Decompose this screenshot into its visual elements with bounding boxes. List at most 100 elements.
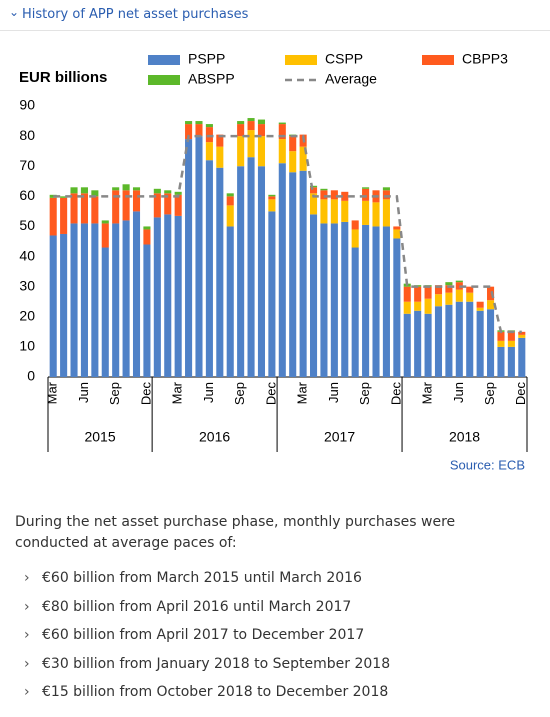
bar-segment [403, 286, 411, 302]
bullet-icon: › [24, 570, 30, 586]
bar-segment [445, 292, 453, 305]
bar-segment [60, 196, 68, 198]
bar-segment [205, 124, 213, 128]
bar-segment [195, 121, 203, 125]
bar-segment [424, 286, 432, 299]
bar-segment [466, 301, 474, 377]
bar-segment [403, 301, 411, 314]
bar-segment [257, 136, 266, 167]
y-tick-label: 30 [19, 277, 35, 293]
bullet-icon: › [24, 627, 30, 644]
x-tick-label: Jun [201, 382, 216, 403]
bar-segment [132, 187, 141, 191]
bar-segment [49, 235, 57, 377]
bar-segment [434, 285, 443, 295]
bar-segment [237, 136, 245, 167]
bar-segment [289, 151, 297, 173]
bar-segment [112, 190, 120, 224]
bar-segment [153, 217, 161, 377]
bar-segment [247, 130, 255, 158]
bar-segment [70, 193, 78, 224]
bar-segment [518, 337, 526, 377]
bar-segment [466, 286, 474, 293]
bar-segment [132, 211, 141, 377]
bar-segment [247, 118, 255, 122]
bar-segment [362, 187, 370, 189]
bar-segment [153, 188, 161, 194]
section-header[interactable]: ⌄ History of APP net asset purchases [0, 0, 550, 31]
bullet-icon: › [24, 684, 30, 701]
section-title[interactable]: History of APP net asset purchases [22, 7, 249, 22]
x-tick-label: Dec [138, 382, 153, 406]
y-tick-label: 80 [19, 127, 35, 143]
bar-segment [195, 136, 203, 377]
bar-segment [341, 200, 349, 222]
year-label: 2018 [449, 429, 480, 445]
bar-segment [289, 136, 297, 152]
bar-segment [289, 172, 297, 377]
bar-segment [362, 224, 370, 377]
bar-segment [476, 301, 484, 308]
legend-label: PSPP [188, 51, 225, 67]
bar-segment [507, 331, 515, 341]
bar-segment [372, 202, 380, 227]
bar-segment [351, 229, 359, 248]
bar-segment [497, 340, 505, 347]
x-tick-label: Mar [170, 381, 185, 404]
bar-segment [487, 309, 495, 377]
list-text: €60 billion from April 2017 to December … [42, 627, 365, 644]
bar-segment [445, 282, 453, 286]
x-tick-label: Mar [45, 381, 60, 404]
legend-swatch [148, 75, 180, 85]
bar-segment [455, 280, 463, 283]
bar-segment [403, 313, 411, 377]
bar-segment [278, 124, 286, 140]
bar-segment [414, 310, 422, 377]
bar-segment [226, 205, 234, 227]
y-tick-label: 50 [19, 217, 35, 233]
bar-segment [143, 244, 151, 377]
bar-segment [174, 194, 182, 216]
list-item: › €60 billion from March 2015 until March… [24, 570, 362, 586]
bar-segment [382, 226, 390, 377]
average-line [53, 134, 522, 334]
x-tick-label: Jun [326, 382, 341, 403]
bar-segment [434, 306, 443, 377]
bullet-icon: › [24, 598, 30, 615]
bar-segment [320, 190, 328, 200]
bar-segment [216, 146, 224, 168]
bar-segment [185, 124, 193, 140]
bar-segment [424, 298, 432, 314]
list-text: €60 billion from March 2015 until March … [42, 570, 362, 586]
bullet-icon: › [24, 655, 30, 672]
bar-segment [382, 187, 390, 191]
bar-segment [226, 196, 234, 206]
bar-segment [101, 247, 109, 377]
bar-segment [393, 229, 401, 239]
x-tick-label: Jun [76, 382, 91, 403]
bar-segment [237, 124, 245, 137]
bar-segment [299, 170, 307, 377]
bar-segment [164, 190, 172, 194]
bar-segment [91, 223, 99, 377]
bar-segment [309, 214, 318, 377]
bar-segment [80, 187, 88, 194]
legend-label: Average [325, 71, 377, 87]
year-label: 2015 [84, 429, 115, 445]
list-item: › €15 billion from October 2018 to Decemb… [24, 684, 388, 700]
y-tick-label: 40 [19, 247, 35, 263]
bar-segment [320, 223, 328, 377]
y-tick-label: 0 [27, 368, 35, 384]
bar-segment [278, 122, 286, 125]
bar-segment [91, 196, 99, 224]
bar-segment [330, 190, 338, 200]
bar-segment [309, 187, 318, 194]
bar-segment [487, 286, 495, 301]
x-tick-label: Sep [482, 382, 497, 405]
bar-segment [341, 221, 349, 377]
x-tick-label: Mar [295, 381, 310, 404]
bar-segment [268, 194, 276, 197]
legend-swatch [285, 55, 317, 65]
bar-segment [132, 190, 141, 212]
bar-segment [497, 331, 505, 341]
